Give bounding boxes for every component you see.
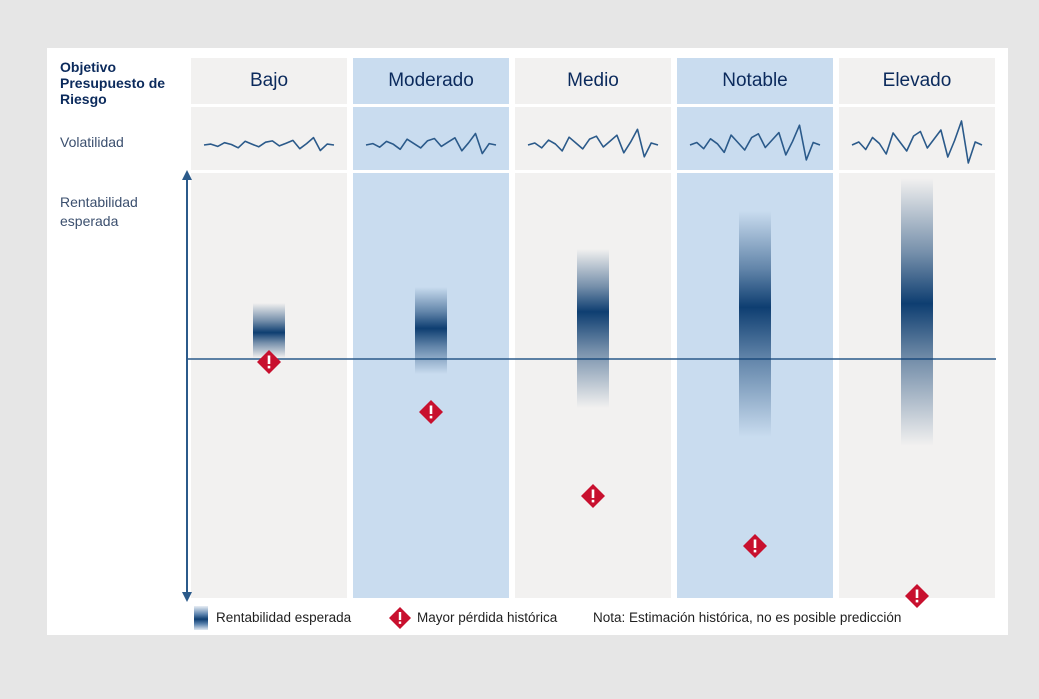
column-separator	[191, 170, 347, 173]
expected-return-swatch	[194, 606, 208, 630]
expected-return-bar	[253, 303, 285, 358]
column-separator	[515, 104, 671, 107]
column-separator	[515, 170, 671, 173]
max-loss-warning-icon	[905, 584, 929, 608]
legend-note: Nota: Estimación histórica, no es posibl…	[593, 610, 902, 625]
volatility-wave	[365, 132, 497, 155]
column-separator	[677, 170, 833, 173]
expected-return-bar	[577, 249, 609, 408]
volatility-label: Volatilidad	[60, 134, 124, 150]
profile-title: Medio	[567, 70, 619, 91]
legend: Rentabilidad esperada Mayor pérdida hist…	[194, 606, 994, 630]
expected-return-bar	[901, 178, 933, 446]
max-loss-warning-icon	[419, 400, 443, 425]
volatility-wave-line	[365, 132, 497, 155]
volatility-wave	[689, 124, 821, 161]
risk-profile-card: Objetivo Presupuesto de Riesgo Volatilid…	[47, 48, 1008, 635]
max-loss-warning-icon	[581, 483, 605, 508]
profile-title: Moderado	[388, 70, 474, 91]
max-loss-warning-icon	[257, 349, 281, 374]
risk-objective-label: Objetivo Presupuesto de Riesgo	[60, 59, 166, 107]
profile-title: Notable	[722, 70, 788, 91]
column-separator	[353, 104, 509, 107]
volatility-wave	[851, 120, 983, 164]
profile-title: Elevado	[882, 70, 952, 91]
expected-return-label: Rentabilidad esperada	[60, 194, 138, 229]
column-separator	[677, 104, 833, 107]
volatility-wave	[527, 128, 659, 158]
volatility-wave-line	[851, 120, 983, 164]
column-separator	[839, 170, 995, 173]
volatility-wave-line	[527, 128, 659, 158]
volatility-wave-line	[203, 136, 335, 152]
max-loss-legend-icon	[389, 607, 411, 629]
volatility-wave	[203, 136, 335, 152]
max-loss-warning-icon	[743, 533, 767, 558]
legend-expected-return: Rentabilidad esperada	[216, 610, 352, 625]
expected-return-bar	[415, 286, 447, 375]
volatility-wave-line	[689, 124, 821, 161]
column-separator	[839, 104, 995, 107]
expected-return-bar	[739, 211, 771, 438]
column-separator	[191, 104, 347, 107]
column-separator	[353, 170, 509, 173]
profile-title: Bajo	[249, 70, 289, 91]
legend-max-loss: Mayor pérdida histórica	[417, 610, 558, 625]
